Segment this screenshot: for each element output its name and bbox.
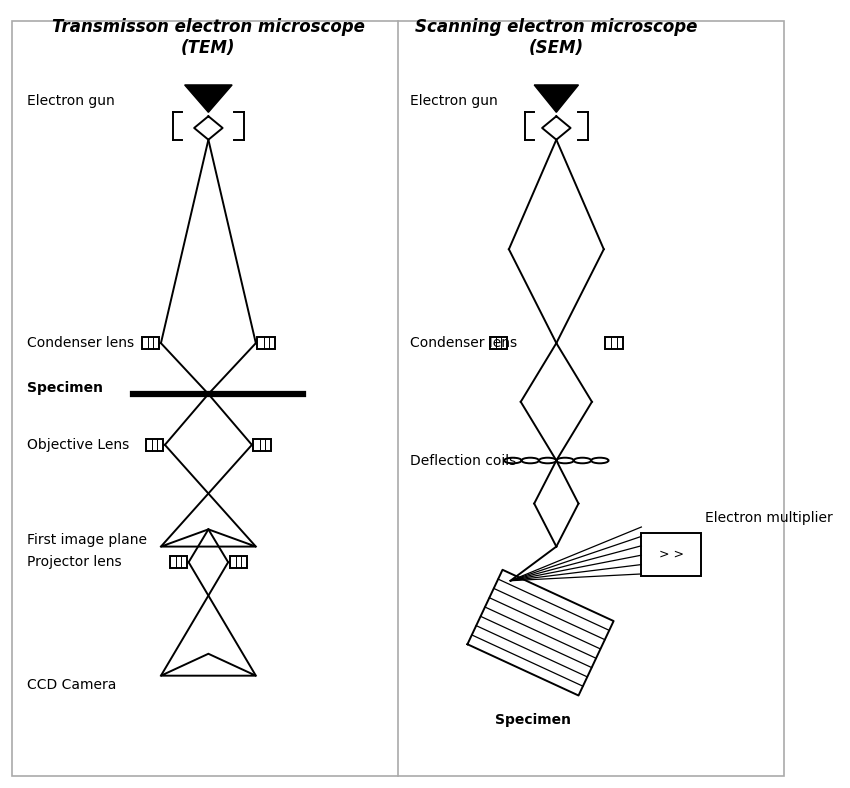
Text: Projector lens: Projector lens — [26, 556, 122, 569]
Ellipse shape — [591, 458, 609, 463]
Bar — [605, 337, 623, 349]
Text: CCD Camera: CCD Camera — [26, 678, 116, 692]
Bar — [642, 533, 700, 576]
Text: Electron gun: Electron gun — [26, 94, 114, 108]
Polygon shape — [184, 85, 232, 113]
Polygon shape — [161, 654, 256, 675]
Text: Transmisson electron microscope
(TEM): Transmisson electron microscope (TEM) — [52, 18, 365, 58]
Bar — [142, 337, 159, 349]
Bar — [146, 439, 163, 451]
Text: Electron multiplier: Electron multiplier — [705, 511, 832, 525]
Ellipse shape — [522, 458, 539, 463]
Bar — [253, 439, 271, 451]
Text: Objective Lens: Objective Lens — [26, 438, 128, 452]
Ellipse shape — [539, 458, 557, 463]
Ellipse shape — [557, 458, 574, 463]
Bar — [258, 337, 275, 349]
Text: > >: > > — [659, 548, 683, 561]
Polygon shape — [534, 85, 579, 113]
Text: Deflection coils: Deflection coils — [410, 454, 516, 467]
Ellipse shape — [504, 458, 522, 463]
Text: Specimen: Specimen — [495, 713, 570, 727]
Text: Electron gun: Electron gun — [410, 94, 498, 108]
Text: Condenser lens: Condenser lens — [410, 336, 517, 350]
Ellipse shape — [574, 458, 591, 463]
Text: First image plane: First image plane — [26, 533, 146, 548]
Bar — [490, 337, 507, 349]
Text: Specimen: Specimen — [26, 381, 103, 395]
Bar — [170, 556, 187, 568]
Text: Condenser lens: Condenser lens — [26, 336, 133, 350]
Text: Scanning electron microscope
(SEM): Scanning electron microscope (SEM) — [415, 18, 698, 58]
Polygon shape — [161, 530, 256, 547]
Bar — [230, 556, 247, 568]
